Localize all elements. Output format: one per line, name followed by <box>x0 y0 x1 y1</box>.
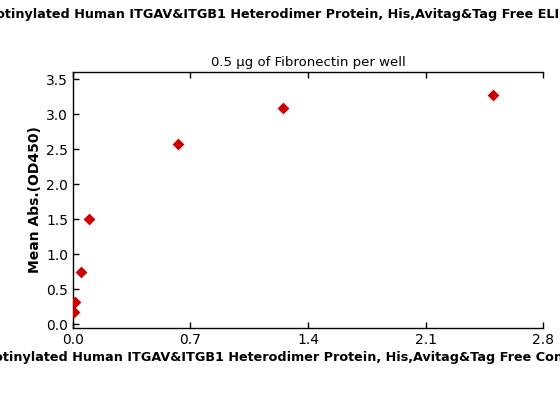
Text: Biotinylated Human ITGAV&ITGB1 Heterodimer Protein, His,Avitag&Tag Free ELISA: Biotinylated Human ITGAV&ITGB1 Heterodim… <box>0 8 560 21</box>
Point <box>84 215 93 222</box>
Y-axis label: Mean Abs.(OD450): Mean Abs.(OD450) <box>28 126 42 274</box>
Point <box>71 299 80 305</box>
Point <box>488 92 497 98</box>
X-axis label: Biotinylated Human ITGAV&ITGB1 Heterodimer Protein, His,Avitag&Tag Free Conc. (μ: Biotinylated Human ITGAV&ITGB1 Heterodim… <box>0 351 560 364</box>
Point <box>69 309 78 316</box>
Point <box>173 141 182 148</box>
Point <box>278 105 287 112</box>
Title: 0.5 μg of Fibronectin per well: 0.5 μg of Fibronectin per well <box>211 56 405 70</box>
Point <box>76 269 85 275</box>
